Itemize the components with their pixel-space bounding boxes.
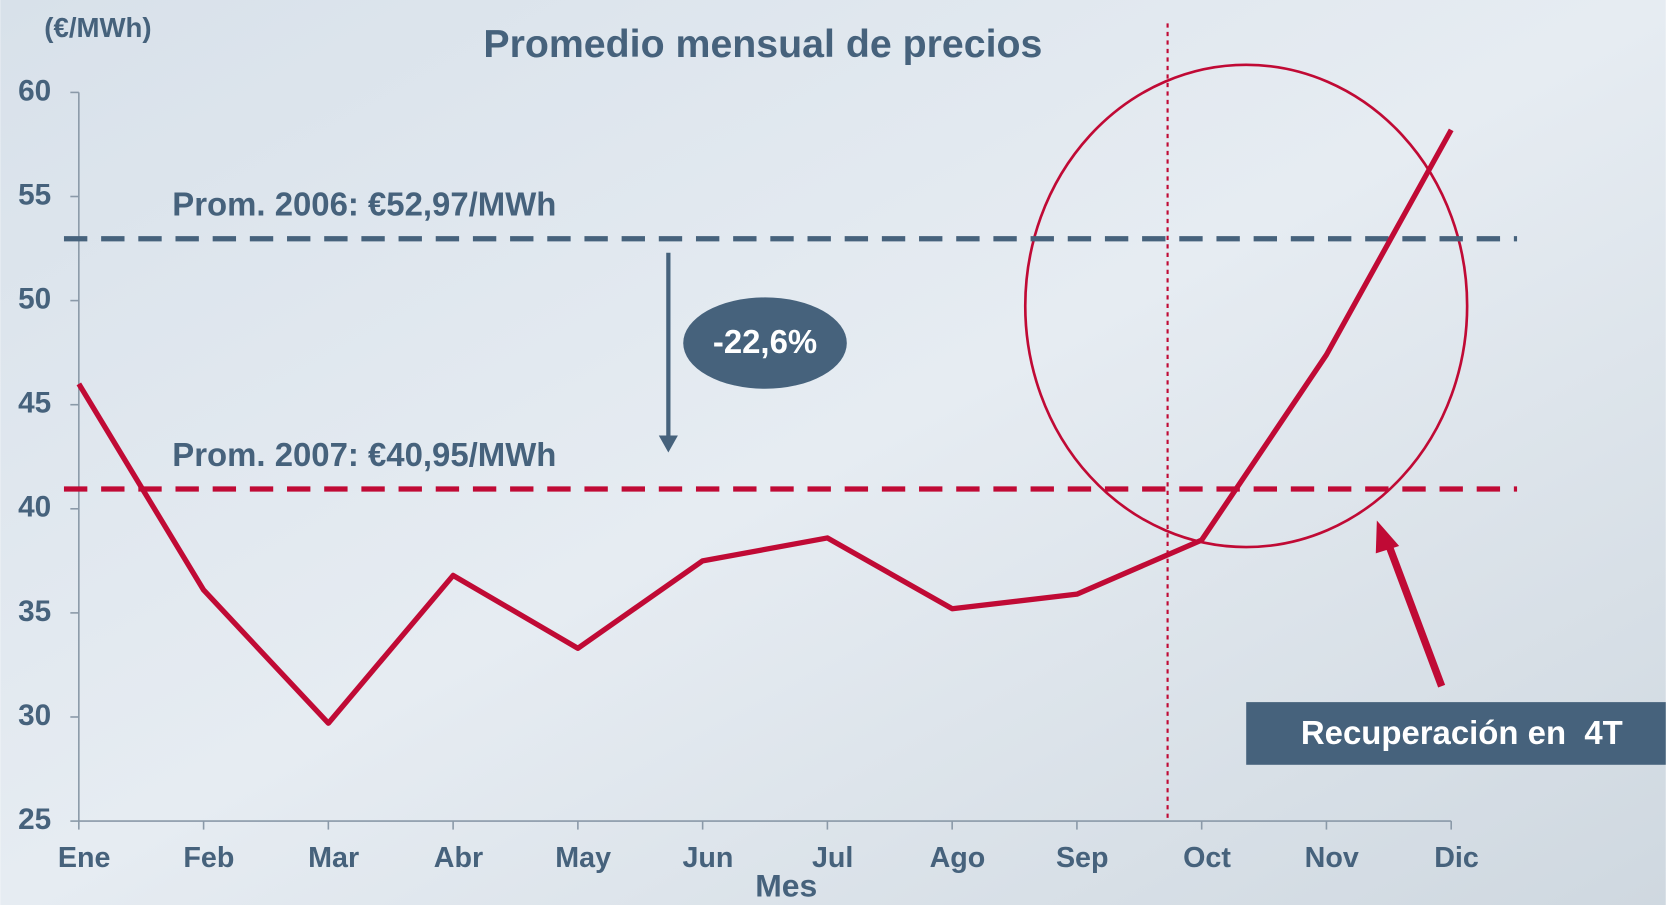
reference-label: Prom. 2006: €52,97/MWh — [172, 186, 556, 223]
x-tick-label: Jul — [812, 842, 853, 874]
x-tick-label: Dic — [1434, 842, 1479, 874]
y-axis-label: (€/MWh) — [44, 12, 151, 43]
x-tick-label: Sep — [1056, 842, 1109, 874]
x-tick-label: Ene — [58, 842, 111, 874]
change-label: -22,6% — [713, 323, 817, 360]
y-tick-label: 30 — [18, 699, 51, 732]
x-tick-label: Mar — [308, 842, 359, 874]
y-tick-label: 45 — [18, 387, 51, 420]
y-tick-label: 50 — [18, 282, 51, 315]
x-tick-label: Abr — [434, 842, 483, 874]
x-tick-label: Oct — [1183, 842, 1231, 874]
y-tick-label: 40 — [18, 491, 51, 524]
x-tick-label: Feb — [183, 842, 234, 874]
chart-title: Promedio mensual de precios — [483, 22, 1042, 66]
callout-label: Recuperación en 4T — [1301, 714, 1623, 751]
y-tick-label: 25 — [18, 803, 51, 836]
x-tick-label: May — [555, 842, 611, 874]
page: {"chart_data": { "type": "line", "title"… — [0, 0, 1666, 905]
x-axis-label: Mes — [755, 867, 817, 903]
x-tick-label: Nov — [1305, 842, 1359, 874]
chart: Promedio mensual de precios (€/MWh) Mes … — [0, 0, 1666, 905]
y-tick-label: 60 — [18, 74, 51, 107]
x-tick-label: Jun — [682, 842, 733, 874]
x-tick-label: Ago — [930, 842, 986, 874]
reference-label: Prom. 2007: €40,95/MWh — [172, 436, 556, 473]
y-tick-label: 55 — [18, 178, 51, 211]
y-tick-label: 35 — [18, 595, 51, 628]
